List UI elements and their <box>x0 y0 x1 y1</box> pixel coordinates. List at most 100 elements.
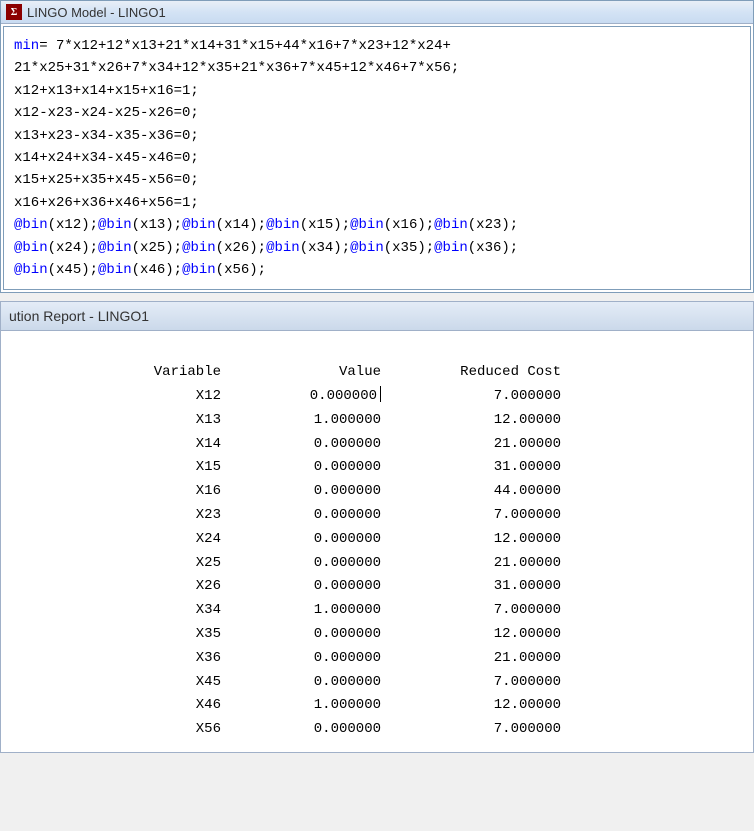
code-line-9: @bin(x12);@bin(x13);@bin(x14);@bin(x15);… <box>14 217 518 233</box>
cell-value: 0.000000 <box>251 528 411 552</box>
table-row: X450.0000007.000000 <box>71 671 743 695</box>
cell-value: 0.000000 <box>251 385 411 409</box>
cell-reduced-cost: 12.00000 <box>411 409 591 433</box>
table-row: X461.00000012.00000 <box>71 694 743 718</box>
table-row: X140.00000021.00000 <box>71 433 743 457</box>
keyword-bin: @bin <box>14 240 48 256</box>
cell-value: 0.000000 <box>251 480 411 504</box>
code-line-2: 21*x25+31*x26+7*x34+12*x35+21*x36+7*x45+… <box>14 60 459 76</box>
table-row: X341.0000007.000000 <box>71 599 743 623</box>
table-row: X150.00000031.00000 <box>71 456 743 480</box>
table-row: X250.00000021.00000 <box>71 552 743 576</box>
header-variable: Variable <box>71 361 251 385</box>
code-line-5: x13+x23-x34-x35-x36=0; <box>14 128 199 144</box>
cell-reduced-cost: 7.000000 <box>411 385 591 409</box>
code-line-8: x16+x26+x36+x46+x56=1; <box>14 195 199 211</box>
report-window-title: ution Report - LINGO1 <box>9 308 149 324</box>
keyword-bin: @bin <box>182 217 216 233</box>
cell-value: 1.000000 <box>251 409 411 433</box>
code-editor[interactable]: min= 7*x12+12*x13+21*x14+31*x15+44*x16+7… <box>3 26 751 290</box>
cell-value: 0.000000 <box>251 718 411 742</box>
cell-variable: X16 <box>71 480 251 504</box>
cell-reduced-cost: 31.00000 <box>411 456 591 480</box>
cell-value: 0.000000 <box>251 575 411 599</box>
cell-reduced-cost: 7.000000 <box>411 671 591 695</box>
cell-variable: X36 <box>71 647 251 671</box>
keyword-bin: @bin <box>266 240 300 256</box>
cell-value: 0.000000 <box>251 433 411 457</box>
code-line-4: x12-x23-x24-x25-x26=0; <box>14 105 199 121</box>
text-cursor <box>380 386 381 402</box>
header-reduced-cost: Reduced Cost <box>411 361 591 385</box>
table-row: X360.00000021.00000 <box>71 647 743 671</box>
keyword-bin: @bin <box>350 217 384 233</box>
cell-reduced-cost: 12.00000 <box>411 623 591 647</box>
cell-value: 0.000000 <box>251 647 411 671</box>
cell-variable: X24 <box>71 528 251 552</box>
keyword-bin: @bin <box>14 217 48 233</box>
table-row: X160.00000044.00000 <box>71 480 743 504</box>
cell-reduced-cost: 7.000000 <box>411 718 591 742</box>
table-row: X240.00000012.00000 <box>71 528 743 552</box>
cell-reduced-cost: 31.00000 <box>411 575 591 599</box>
cell-variable: X15 <box>71 456 251 480</box>
cell-variable: X13 <box>71 409 251 433</box>
table-row: X120.0000007.000000 <box>71 385 743 409</box>
cell-reduced-cost: 21.00000 <box>411 647 591 671</box>
keyword-bin: @bin <box>98 240 132 256</box>
cell-reduced-cost: 12.00000 <box>411 694 591 718</box>
keyword-bin: @bin <box>14 262 48 278</box>
cell-value: 0.000000 <box>251 456 411 480</box>
cell-variable: X45 <box>71 671 251 695</box>
cell-reduced-cost: 44.00000 <box>411 480 591 504</box>
cell-variable: X14 <box>71 433 251 457</box>
cell-variable: X56 <box>71 718 251 742</box>
cell-reduced-cost: 7.000000 <box>411 504 591 528</box>
keyword-min: min <box>14 38 39 54</box>
code-line-10: @bin(x24);@bin(x25);@bin(x26);@bin(x34);… <box>14 240 518 256</box>
code-line-6: x14+x24+x34-x45-x46=0; <box>14 150 199 166</box>
cell-variable: X25 <box>71 552 251 576</box>
table-row: X350.00000012.00000 <box>71 623 743 647</box>
keyword-bin: @bin <box>182 262 216 278</box>
keyword-bin: @bin <box>266 217 300 233</box>
header-value: Value <box>251 361 411 385</box>
keyword-bin: @bin <box>434 240 468 256</box>
keyword-bin: @bin <box>98 262 132 278</box>
table-row: X131.00000012.00000 <box>71 409 743 433</box>
cell-value: 0.000000 <box>251 504 411 528</box>
table-row: X260.00000031.00000 <box>71 575 743 599</box>
cell-value: 0.000000 <box>251 623 411 647</box>
cell-variable: X35 <box>71 623 251 647</box>
cell-reduced-cost: 12.00000 <box>411 528 591 552</box>
cell-variable: X34 <box>71 599 251 623</box>
keyword-bin: @bin <box>182 240 216 256</box>
cell-variable: X26 <box>71 575 251 599</box>
code-line-1-rest: = 7*x12+12*x13+21*x14+31*x15+44*x16+7*x2… <box>39 38 451 54</box>
cell-reduced-cost: 21.00000 <box>411 433 591 457</box>
code-line-3: x12+x13+x14+x15+x16=1; <box>14 83 199 99</box>
cell-variable: X23 <box>71 504 251 528</box>
lingo-app-icon: Σ <box>6 4 22 20</box>
report-titlebar[interactable]: ution Report - LINGO1 <box>0 301 754 330</box>
cell-reduced-cost: 21.00000 <box>411 552 591 576</box>
code-line-11: @bin(x45);@bin(x46);@bin(x56); <box>14 262 266 278</box>
keyword-bin: @bin <box>350 240 384 256</box>
model-titlebar[interactable]: Σ LINGO Model - LINGO1 <box>1 1 753 24</box>
keyword-bin: @bin <box>98 217 132 233</box>
report-body[interactable]: Variable Value Reduced Cost X120.0000007… <box>0 330 754 753</box>
cell-value: 1.000000 <box>251 694 411 718</box>
cell-variable: X46 <box>71 694 251 718</box>
table-row: X560.0000007.000000 <box>71 718 743 742</box>
keyword-bin: @bin <box>434 217 468 233</box>
table-row: X230.0000007.000000 <box>71 504 743 528</box>
lingo-model-window: Σ LINGO Model - LINGO1 min= 7*x12+12*x13… <box>0 0 754 293</box>
model-window-title: LINGO Model - LINGO1 <box>27 5 166 20</box>
report-table: Variable Value Reduced Cost X120.0000007… <box>71 361 743 742</box>
cell-value: 0.000000 <box>251 671 411 695</box>
cell-value: 0.000000 <box>251 552 411 576</box>
code-line-7: x15+x25+x35+x45-x56=0; <box>14 172 199 188</box>
report-header-row: Variable Value Reduced Cost <box>71 361 743 385</box>
cell-variable: X12 <box>71 385 251 409</box>
cell-reduced-cost: 7.000000 <box>411 599 591 623</box>
